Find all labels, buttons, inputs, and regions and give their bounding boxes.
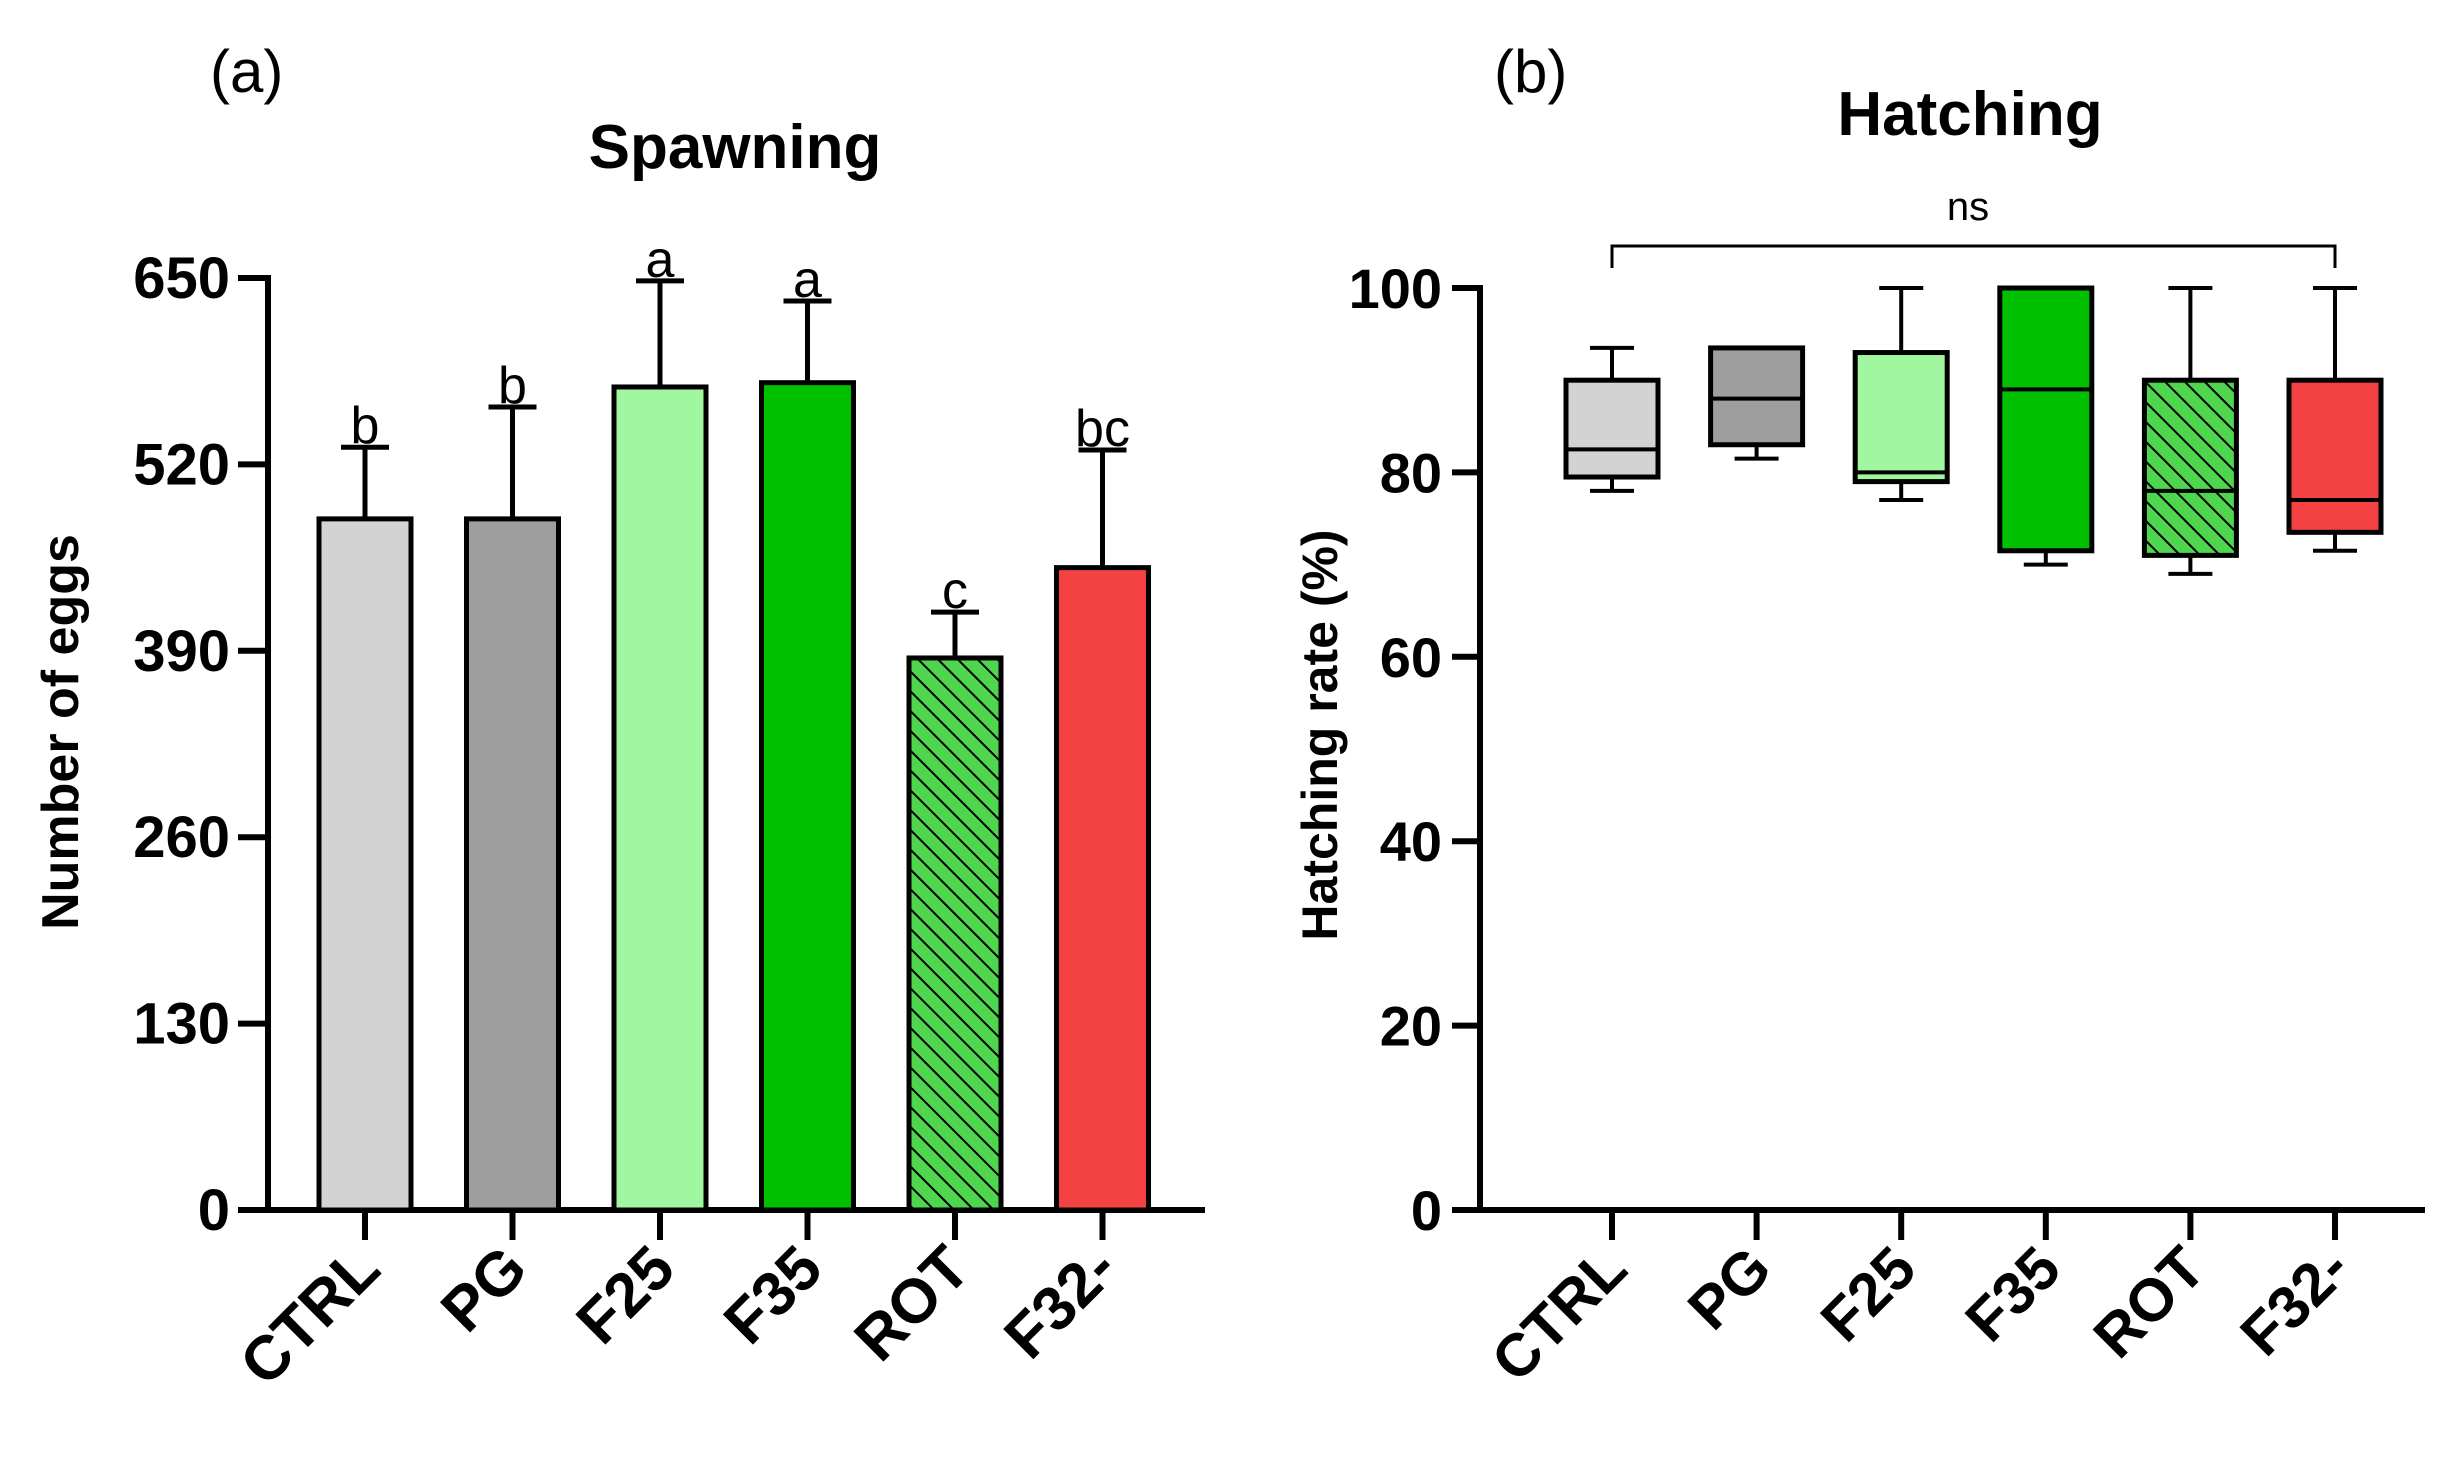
bar-f32 bbox=[1054, 565, 1151, 1213]
y-tick-label: 40 bbox=[1380, 810, 1442, 873]
panel-a-label: (a) bbox=[210, 38, 283, 105]
box-ctrl bbox=[1563, 377, 1661, 480]
box-pg bbox=[1708, 345, 1806, 448]
y-tick-label: 390 bbox=[133, 619, 230, 684]
y-tick-label: 20 bbox=[1380, 995, 1442, 1058]
ns-annotation: ns bbox=[1947, 185, 1989, 229]
y-tick-label: 0 bbox=[198, 1178, 230, 1243]
y-tick-label: 0 bbox=[1411, 1179, 1442, 1242]
bar-ctrl bbox=[316, 516, 414, 1213]
y-tick-label: 80 bbox=[1380, 441, 1442, 504]
y-tick-label: 60 bbox=[1380, 626, 1442, 689]
x-tick-label: CTRL bbox=[1479, 1234, 1639, 1394]
x-tick-label: F35 bbox=[1953, 1234, 2073, 1354]
significance-label: a bbox=[646, 231, 675, 289]
panel-a-title: Spawning bbox=[589, 113, 882, 182]
x-tick-label: F32- bbox=[991, 1233, 1130, 1372]
significance-label: b bbox=[351, 397, 380, 455]
box-rot bbox=[2141, 377, 2239, 558]
significance-label: c bbox=[942, 562, 968, 620]
significance-label: b bbox=[498, 357, 527, 415]
y-tick-label: 100 bbox=[1349, 257, 1442, 320]
x-tick-label: F25 bbox=[564, 1233, 688, 1357]
x-tick-label: ROT bbox=[2081, 1234, 2218, 1371]
significance-label: bc bbox=[1075, 400, 1130, 458]
significance-label: a bbox=[793, 251, 822, 309]
x-tick-label: CTRL bbox=[227, 1233, 393, 1399]
bar-f25 bbox=[611, 384, 709, 1213]
y-tick-label: 650 bbox=[133, 246, 230, 311]
panel-b-label: (b) bbox=[1494, 38, 1567, 105]
y-tick-label: 130 bbox=[133, 992, 230, 1057]
x-tick-label: F35 bbox=[711, 1233, 835, 1357]
ns-bracket bbox=[1610, 244, 2337, 268]
x-tick-label: F25 bbox=[1808, 1234, 1928, 1354]
x-tick-label: F32- bbox=[2228, 1234, 2363, 1369]
panel-a-ylabel: Number of eggs bbox=[32, 534, 90, 930]
panel-a-plot: 0 130 260 390 520 650 b CTRL b PG a F25 a F35 c ROT bc F3… bbox=[133, 231, 1205, 1399]
box-f32 bbox=[2286, 377, 2384, 535]
y-tick-label: 260 bbox=[133, 805, 230, 870]
panel-b-title: Hatching bbox=[1837, 80, 2102, 149]
panel-b-ylabel: Hatching rate (%) bbox=[1292, 529, 1348, 940]
x-tick-label: ROT bbox=[842, 1233, 983, 1374]
box-f35 bbox=[1997, 285, 2095, 554]
bar-rot bbox=[906, 655, 1004, 1213]
x-tick-label: PG bbox=[1675, 1234, 1784, 1343]
bar-pg bbox=[464, 516, 561, 1213]
y-tick-label: 520 bbox=[133, 432, 230, 497]
x-tick-label: PG bbox=[428, 1233, 540, 1345]
bar-f35 bbox=[759, 380, 856, 1213]
box-f25 bbox=[1852, 350, 1950, 485]
panel-b-plot: 0 20 40 60 80 100 CTRL PG F25 F35 ROT F32- bbox=[1349, 244, 2425, 1394]
